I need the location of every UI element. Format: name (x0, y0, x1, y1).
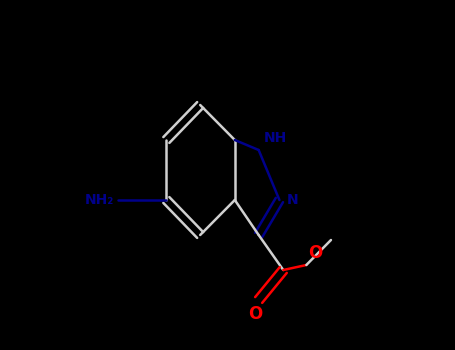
Text: NH: NH (264, 131, 287, 145)
Text: N: N (287, 193, 298, 207)
Text: O: O (248, 305, 262, 323)
Text: O: O (308, 244, 322, 261)
Text: NH₂: NH₂ (85, 193, 114, 207)
